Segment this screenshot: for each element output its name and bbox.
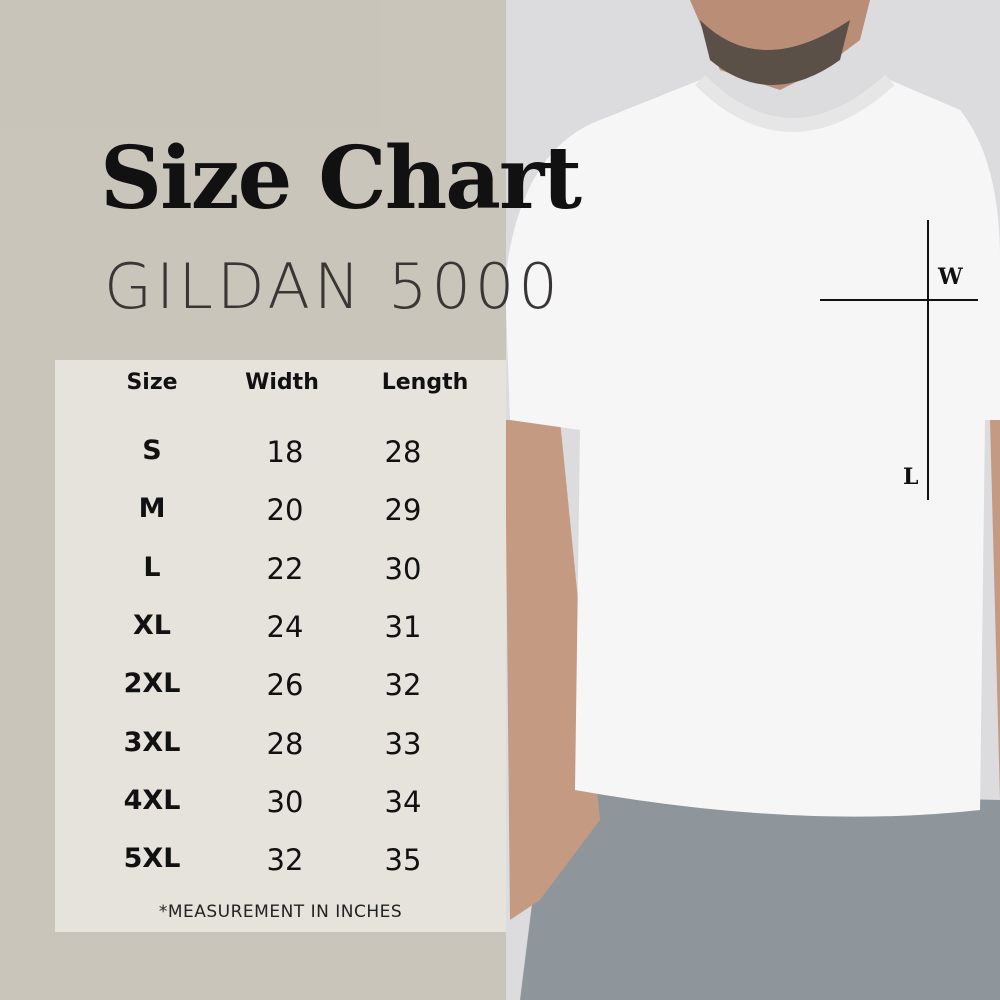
white-t-shirt	[505, 80, 1000, 817]
row-length-cell: 31	[384, 609, 422, 644]
product-subtitle: GILDAN 5000	[104, 250, 562, 323]
jeans	[520, 790, 1000, 1000]
row-length-cell: 28	[384, 435, 422, 469]
size-table: Size Width S 18 28 M 20 29 L 22 30 XL 24 31 2XL 26 32 3…	[55, 360, 506, 932]
row-width-cell: 18	[266, 435, 304, 469]
row-width-cell: 24	[266, 609, 304, 644]
row-size-cell: L	[143, 551, 161, 583]
row-width-cell: 32	[266, 843, 304, 878]
header-length: Length	[381, 370, 469, 395]
length-label: L	[903, 464, 919, 490]
row-size-cell: 3XL	[123, 726, 181, 758]
row-width-cell: 22	[266, 551, 304, 586]
arm-right	[990, 420, 1000, 800]
row-width-cell: 26	[266, 668, 304, 703]
row-size-cell: 4XL	[123, 784, 181, 816]
measurement-note: *MEASUREMENT IN INCHES	[158, 902, 403, 922]
shirt-collar	[695, 74, 895, 132]
row-size-cell: S	[142, 435, 162, 466]
row-length-cell: 29	[384, 493, 422, 528]
row-length-cell: 34	[384, 784, 422, 819]
row-size-cell: 2XL	[123, 668, 181, 700]
row-size-cell: 5XL	[123, 843, 181, 875]
row-width-cell: 20	[266, 493, 304, 528]
width-label: W	[938, 264, 963, 290]
header-width: Width	[245, 370, 319, 395]
header-size: Size	[126, 370, 178, 395]
row-size-cell: XL	[132, 609, 172, 641]
beard	[700, 20, 850, 85]
row-length-cell: 30	[384, 551, 422, 586]
page-title: Size Chart	[100, 128, 582, 229]
row-size-cell: M	[138, 493, 166, 525]
row-width-cell: 28	[266, 726, 304, 761]
row-length-cell: 33	[384, 726, 422, 761]
row-width-cell: 30	[266, 784, 304, 819]
row-length-cell: 35	[384, 843, 422, 878]
arm-left	[505, 420, 600, 920]
row-length-cell: 32	[384, 668, 422, 703]
